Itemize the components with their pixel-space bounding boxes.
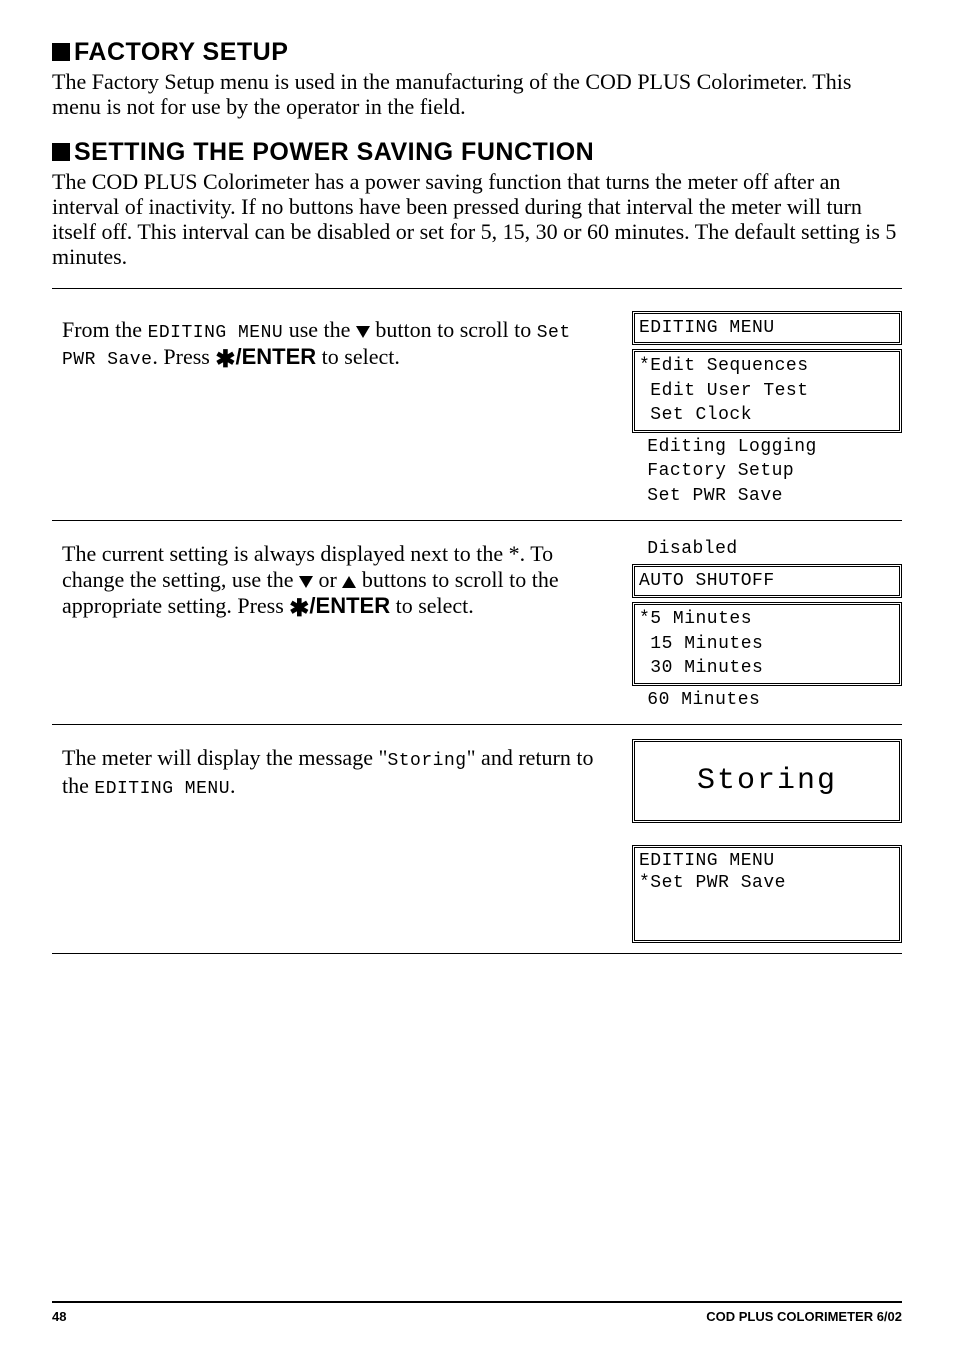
asterisk-icon: ✱ xyxy=(215,346,235,373)
asterisk-icon: ✱ xyxy=(289,595,309,622)
lcd-row: Set PWR Save xyxy=(636,484,896,509)
heading-factory-setup: FACTORY SETUP xyxy=(52,38,902,67)
lcd-row: *5 Minutes xyxy=(639,607,893,632)
lcd-plain: Editing Logging Factory Setup Set PWR Sa… xyxy=(632,433,902,511)
bullet-square xyxy=(52,43,70,61)
down-arrow-icon xyxy=(356,326,370,338)
lcd-box: *5 Minutes 15 Minutes 30 Minutes xyxy=(632,602,902,686)
lcd-row: *Set PWR Save xyxy=(639,872,895,894)
footer-title: COD PLUS COLORIMETER 6/02 xyxy=(706,1309,902,1324)
lcd-title: EDITING MENU xyxy=(639,850,895,872)
step-3-text: The meter will display the message "Stor… xyxy=(52,739,614,799)
text: to select. xyxy=(390,593,474,618)
lcd-inline: EDITING MENU xyxy=(94,779,230,799)
paragraph-power: The COD PLUS Colorimeter has a power sav… xyxy=(52,169,902,270)
lcd-inline: EDITING MENU xyxy=(148,323,284,343)
step-2: The current setting is always displayed … xyxy=(52,521,902,725)
text: The meter will display the message " xyxy=(62,745,387,770)
text: . xyxy=(230,773,236,798)
lcd-box: AUTO SHUTOFF xyxy=(632,564,902,599)
lcd-row: 15 Minutes xyxy=(639,632,893,657)
lcd-box: EDITING MENU xyxy=(632,311,902,346)
text: or xyxy=(313,567,342,592)
storing-box: Storing xyxy=(632,739,902,823)
step-1: From the EDITING MENU use the button to … xyxy=(52,297,902,522)
lcd-title: EDITING MENU xyxy=(639,316,893,341)
lcd-row: 30 Minutes xyxy=(639,656,893,681)
step-3-display: Storing EDITING MENU *Set PWR Save xyxy=(632,739,902,943)
lcd-row-empty xyxy=(639,894,895,916)
text: . Press xyxy=(152,344,215,369)
lcd-box-small: EDITING MENU *Set PWR Save xyxy=(632,845,902,943)
up-arrow-icon xyxy=(342,576,356,588)
text: use the xyxy=(283,317,356,342)
heading-factory-text: FACTORY SETUP xyxy=(74,38,288,66)
lcd-row-empty xyxy=(639,916,895,938)
bullet-square xyxy=(52,143,70,161)
heading-power-text: SETTING THE POWER SAVING FUNCTION xyxy=(74,138,594,166)
lcd-plain: Disabled xyxy=(632,535,902,564)
lcd-row: Disabled xyxy=(636,537,896,562)
storing-text: Storing xyxy=(697,764,837,798)
lcd-row: Factory Setup xyxy=(636,459,896,484)
paragraph-factory: The Factory Setup menu is used in the ma… xyxy=(52,69,902,120)
step-1-display: EDITING MENU *Edit Sequences Edit User T… xyxy=(632,311,902,511)
lcd-plain: 60 Minutes xyxy=(632,686,902,715)
text: to select. xyxy=(316,344,400,369)
lcd-title: AUTO SHUTOFF xyxy=(639,569,893,594)
step-3: The meter will display the message "Stor… xyxy=(52,725,902,954)
text: From the xyxy=(62,317,148,342)
heading-power-saving: SETTING THE POWER SAVING FUNCTION xyxy=(52,138,902,167)
lcd-row: *Edit Sequences xyxy=(639,354,893,379)
page-footer: 48 COD PLUS COLORIMETER 6/02 xyxy=(52,1301,902,1324)
text: button to scroll to xyxy=(370,317,537,342)
lcd-inline: Storing xyxy=(387,751,466,771)
page-number: 48 xyxy=(52,1309,66,1324)
divider xyxy=(52,288,902,289)
enter-label: ENTER xyxy=(316,593,391,618)
step-2-text: The current setting is always displayed … xyxy=(52,535,614,623)
lcd-row: 60 Minutes xyxy=(636,688,896,713)
lcd-row: Edit User Test xyxy=(639,379,893,404)
lcd-box: *Edit Sequences Edit User Test Set Clock xyxy=(632,349,902,433)
down-arrow-icon xyxy=(299,576,313,588)
lcd-row: Set Clock xyxy=(639,403,893,428)
lcd-row: Editing Logging xyxy=(636,435,896,460)
enter-label: ENTER xyxy=(242,344,317,369)
step-1-text: From the EDITING MENU use the button to … xyxy=(52,311,614,375)
step-2-display: Disabled AUTO SHUTOFF *5 Minutes 15 Minu… xyxy=(632,535,902,714)
